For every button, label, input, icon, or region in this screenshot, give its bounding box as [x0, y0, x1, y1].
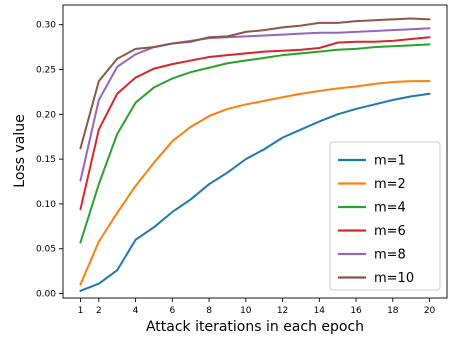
y-tick-label: 0.25	[36, 66, 56, 76]
y-tick-label: 0.30	[36, 21, 56, 31]
x-tick-label: 12	[277, 306, 288, 316]
legend-label: m=8	[374, 248, 406, 263]
x-tick-label: 10	[240, 306, 252, 316]
legend-label: m=6	[374, 224, 406, 239]
y-tick-label: 0.20	[36, 110, 56, 120]
series-line-m=6	[79, 36, 431, 211]
x-tick-label: 4	[133, 306, 139, 316]
y-tick-label: 0.05	[36, 245, 56, 255]
x-tick-label: 20	[424, 306, 436, 316]
series-line-m=2	[79, 80, 431, 286]
x-tick-label: 6	[169, 306, 175, 316]
legend: m=1 m=2 m=4 m=6 m=8 m=10	[329, 141, 441, 291]
y-axis-label: Loss value	[12, 114, 28, 187]
x-axis: 1 2 4 6 8 10 12 14 16 18 20	[78, 298, 436, 316]
series-lines	[79, 17, 431, 292]
series-line-m=10	[79, 17, 431, 150]
series-line-m=4	[79, 43, 431, 244]
series-line-m=1	[79, 92, 431, 292]
legend-label: m=4	[374, 201, 406, 216]
x-tick-label: 8	[206, 306, 212, 316]
y-tick-label: 0.15	[36, 155, 56, 165]
x-tick-label: 2	[96, 306, 102, 316]
y-tick-label: 0.10	[36, 200, 56, 210]
x-tick-label: 1	[78, 306, 84, 316]
x-tick-label: 14	[314, 306, 326, 316]
legend-label: m=2	[374, 177, 406, 192]
legend-label: m=10	[374, 271, 414, 286]
series-line-m=8	[79, 27, 431, 182]
legend-label: m=1	[374, 154, 406, 169]
y-axis: 0.00 0.05 0.10 0.15 0.20 0.25 0.30	[36, 21, 63, 300]
x-axis-label: Attack iterations in each epoch	[146, 319, 364, 335]
x-tick-label: 16	[350, 306, 362, 316]
x-tick-label: 18	[387, 306, 399, 316]
y-tick-label: 0.00	[36, 290, 56, 300]
